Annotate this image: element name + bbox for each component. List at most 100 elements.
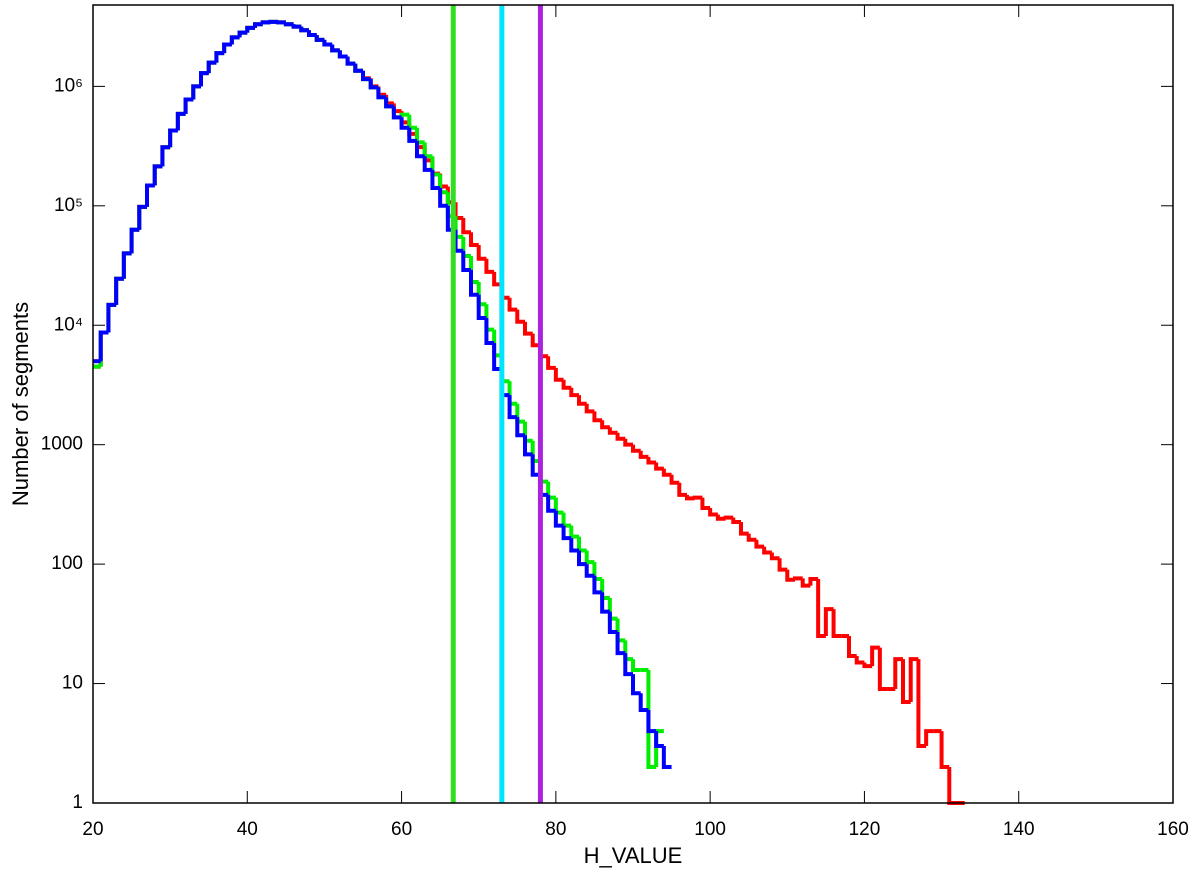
y-tick-label: 10⁵ (54, 195, 83, 216)
histogram-step (492, 343, 502, 372)
histogram-step (661, 468, 672, 477)
histogram-step (592, 575, 603, 595)
histogram-step (577, 536, 587, 553)
histogram-step (407, 114, 417, 130)
histogram-step (584, 564, 595, 578)
histogram-step (731, 517, 741, 525)
histogram-step (399, 117, 410, 130)
histogram-step (523, 321, 533, 336)
histogram-step (631, 659, 641, 672)
histogram-step (415, 127, 425, 145)
histogram-step (469, 270, 479, 297)
histogram-step (600, 420, 610, 430)
histogram-step (623, 438, 633, 447)
histogram-step (685, 494, 695, 501)
histogram-step (800, 578, 811, 588)
histogram-step (438, 187, 448, 208)
histogram-step (831, 609, 842, 639)
histogram-step (569, 538, 579, 553)
histogram-step (546, 494, 556, 513)
histogram-step (422, 142, 433, 159)
histogram-step (206, 60, 217, 74)
histogram-step (793, 576, 803, 581)
histogram-step (253, 22, 263, 28)
y-tick-label: 1 (72, 792, 83, 813)
histogram-step (739, 522, 749, 536)
y-axis-label: Number of segments (8, 302, 33, 506)
histogram-step (299, 26, 309, 33)
histogram-step (384, 97, 394, 109)
histogram-step (847, 636, 857, 659)
x-tick-label: 60 (391, 819, 412, 840)
histogram-step (631, 444, 641, 453)
histogram-step (268, 19, 279, 24)
histogram-step (870, 645, 880, 667)
histogram-step (484, 258, 495, 274)
histogram-step (607, 611, 618, 635)
histogram-step (407, 127, 417, 143)
histogram-step (237, 30, 248, 38)
histogram-step (214, 51, 225, 63)
histogram-step (461, 250, 471, 273)
x-tick-label: 40 (237, 819, 258, 840)
histogram-step (877, 647, 888, 692)
histogram-step (314, 35, 325, 42)
histogram-step (661, 746, 672, 770)
histogram-step (615, 632, 626, 656)
x-tick-label: 140 (1003, 819, 1035, 840)
histogram-step (584, 550, 595, 565)
histogram-step (646, 456, 657, 465)
histogram-step (168, 128, 178, 148)
histogram-step (553, 367, 564, 382)
histogram-step (584, 403, 595, 414)
histogram-step (345, 56, 356, 66)
histogram-step (854, 656, 865, 665)
histogram-step (515, 309, 525, 324)
histogram-step (129, 227, 140, 254)
histogram-step (577, 395, 587, 406)
x-axis-label: H_VALUE (584, 843, 683, 868)
histogram-step (322, 39, 333, 47)
histogram-step (137, 204, 147, 230)
histogram-step (893, 657, 903, 690)
histogram-step (106, 302, 117, 333)
histogram-step (361, 70, 371, 82)
histogram-step (229, 35, 240, 45)
histogram-step (476, 294, 487, 320)
histogram-step (577, 550, 587, 567)
x-tick-label: 120 (849, 819, 881, 840)
histogram-step (376, 87, 387, 100)
histogram-step (469, 232, 479, 247)
histogram-step (530, 333, 541, 348)
histogram-step (175, 111, 186, 131)
histogram-step (654, 731, 664, 749)
histogram-step (754, 539, 765, 549)
histogram-step (368, 79, 379, 90)
histogram-step (569, 387, 579, 398)
histogram-step (391, 106, 402, 120)
histogram-step (924, 729, 934, 747)
histogram-step (947, 767, 957, 805)
histogram-step (330, 44, 340, 53)
histogram-step (145, 183, 155, 207)
histogram-step (114, 276, 124, 305)
histogram-step (816, 579, 826, 639)
y-tick-label: 10⁴ (54, 314, 83, 335)
histogram-step (862, 662, 873, 669)
histogram-step (160, 145, 171, 167)
histogram-step (723, 515, 734, 520)
y-tick-label: 10 (62, 673, 83, 694)
histogram-step (199, 71, 209, 87)
histogram-step (507, 395, 518, 420)
histogram-step (461, 218, 471, 235)
histogram-step (291, 24, 302, 29)
histogram-step (638, 693, 649, 713)
histogram-step (260, 20, 271, 25)
histogram-step (607, 427, 618, 435)
histogram-step (337, 50, 348, 59)
histogram-step (515, 417, 525, 438)
histogram-step (415, 140, 425, 159)
histogram-step (646, 710, 657, 734)
histogram-step (600, 592, 610, 614)
